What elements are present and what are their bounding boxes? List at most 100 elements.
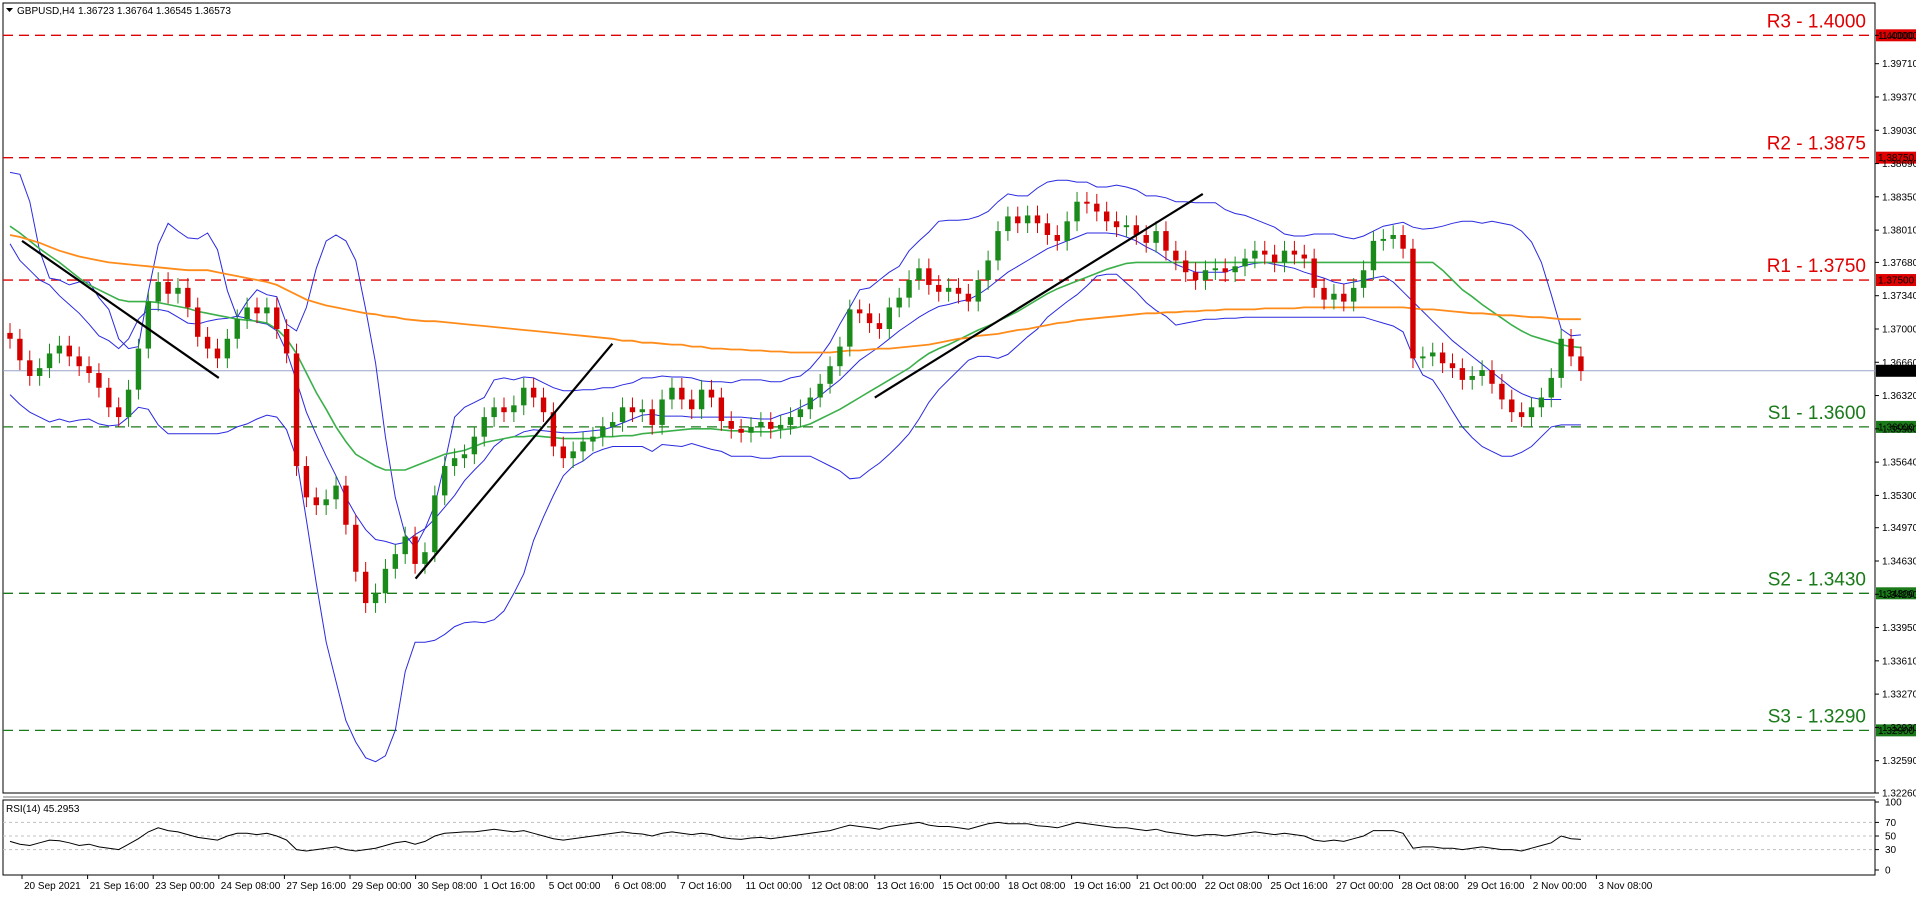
candle [1262,240,1268,265]
candle-body [461,454,468,459]
candle-body [333,485,339,500]
time-axis-label: 29 Sep 00:00 [352,881,412,892]
candle [1380,229,1387,251]
candle [906,270,912,308]
candle-body [1123,225,1130,228]
level-price-tag-text: 1.32900 [1878,726,1915,737]
candle-body [1103,211,1110,222]
candle-body [1252,250,1258,259]
ohlc-values: 1.36723 1.36764 1.36545 1.36573 [78,6,231,17]
candle [1509,389,1515,422]
candle-body [1084,201,1090,204]
window-menu-triangle-icon[interactable] [6,8,13,12]
candle [787,407,794,435]
candle-body [560,446,566,459]
trendline [874,192,1204,399]
candle-body [1034,215,1041,224]
candle [7,323,13,349]
candle-body [1331,293,1337,300]
time-axis-label: 22 Oct 08:00 [1205,881,1263,892]
price-axis-label: 1.37340 [1882,291,1916,302]
candle [728,411,734,439]
candle-body [659,399,665,425]
candle-body [214,348,221,359]
candle [689,389,695,420]
candle-body [36,368,43,376]
candle [1558,328,1564,388]
candle [777,415,784,439]
candle [600,417,606,447]
candle-body [274,307,280,329]
candle [36,358,43,386]
candle [313,487,319,515]
level-label-support: S3 - 1.3290 [1768,706,1866,727]
candle-body [570,451,576,459]
candle-body [432,495,438,553]
candle-body [353,524,359,572]
candle [1242,248,1248,277]
candle-body [1291,250,1298,255]
candle-body [362,571,369,604]
candle-body [1153,231,1159,243]
candle [1281,240,1288,273]
candle [234,309,240,349]
candle-body [995,231,1001,261]
candle-body [1499,383,1505,400]
candle-body [679,387,685,400]
time-axis-label: 15 Oct 00:00 [942,881,1000,892]
candle [1291,240,1298,265]
current-price-tag [1876,364,1916,377]
candle-body [689,399,695,410]
candle [916,258,922,290]
candle [748,417,754,443]
candle-body [698,389,705,410]
candle [1153,221,1159,253]
candle-body [768,421,774,429]
candle-body [76,356,82,367]
candle-body [965,293,972,302]
candle [521,377,527,416]
candle [837,336,843,376]
candle [86,356,92,383]
moving-average-long-line [9,234,1581,354]
candle-body [926,268,932,285]
candle-body [1113,221,1120,228]
candle-body [629,407,636,413]
candle [590,426,596,452]
candle-body [204,336,211,349]
price-axis-label: 1.38690 [1882,159,1916,170]
candle [17,328,23,371]
candle-body [17,338,23,361]
candle [975,270,981,312]
rsi-axis-label: 50 [1885,832,1897,843]
price-axis-label: 1.32590 [1882,756,1916,767]
level-price-tag-text: 1.34300 [1878,589,1915,600]
time-axis-label: 21 Oct 00:00 [1139,881,1197,892]
time-axis-label: 19 Oct 16:00 [1074,881,1132,892]
candle-body [1439,352,1446,364]
candle-body [442,466,448,496]
bollinger-lower-line [9,273,1581,763]
time-axis-label: 27 Sep 16:00 [286,881,346,892]
bollinger-upper-line [9,171,1581,549]
candle [1183,250,1189,282]
level-price-tag [1876,724,1916,737]
candle [1311,248,1317,298]
level-price-tag-text: 1.37500 [1878,276,1915,287]
candle-body [86,366,92,374]
candle-body [738,428,744,433]
candle [1084,191,1090,214]
candle-body [115,407,122,418]
candle-body [619,407,626,422]
candle [353,514,359,582]
price-axis-label: 1.36660 [1882,358,1916,369]
candle [274,297,280,339]
candle-body [1133,225,1140,236]
candle-body [1232,266,1238,273]
candle-body [1400,235,1406,249]
candle-body [1489,370,1495,384]
candle [175,278,181,304]
candle-body [649,409,655,425]
